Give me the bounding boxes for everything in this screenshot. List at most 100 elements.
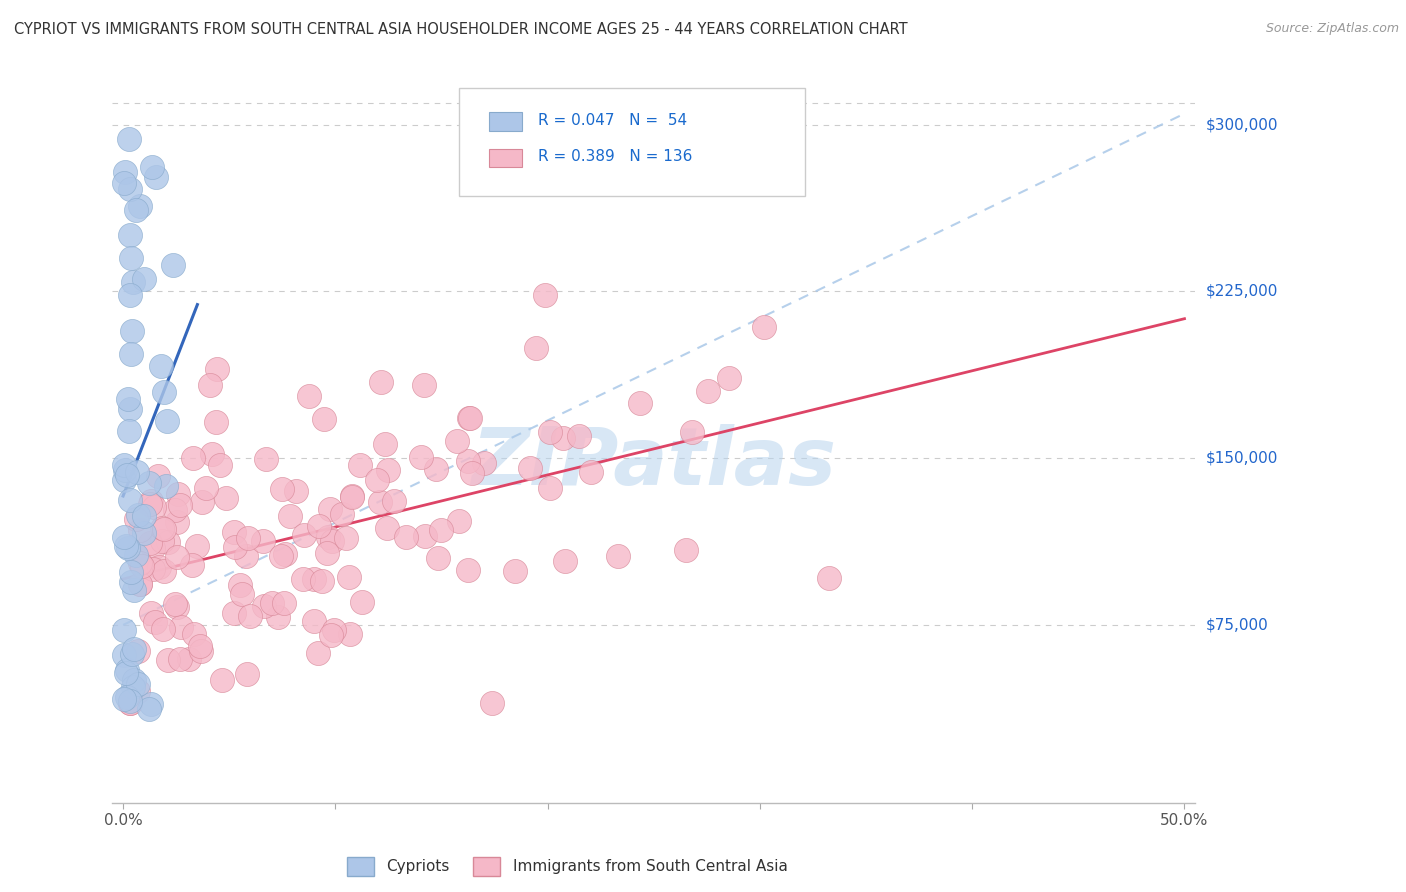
Point (461, 467, 484, 481)
Point (538, 425, 561, 439)
Point (267, 610, 290, 624)
Point (200, 378, 222, 392)
Point (122, 673, 145, 688)
Point (208, 458, 231, 472)
Point (141, 607, 163, 621)
Point (395, 530, 418, 544)
Point (270, 549, 292, 563)
Point (308, 519, 330, 533)
Point (139, 697, 162, 711)
Point (581, 465, 603, 479)
Point (339, 627, 361, 641)
Point (118, 182, 141, 196)
Point (153, 565, 176, 579)
Point (143, 500, 166, 515)
Point (374, 437, 396, 451)
Point (239, 608, 262, 623)
Point (180, 558, 202, 572)
Point (472, 456, 495, 470)
Point (112, 176, 135, 190)
Point (124, 641, 146, 656)
Point (141, 493, 163, 508)
Point (568, 428, 591, 442)
Text: CYPRIOT VS IMMIGRANTS FROM SOUTH CENTRAL ASIA HOUSEHOLDER INCOME AGES 25 - 44 YE: CYPRIOT VS IMMIGRANTS FROM SOUTH CENTRAL… (14, 22, 908, 37)
Point (207, 361, 229, 376)
Point (120, 696, 142, 710)
Point (316, 546, 339, 560)
Point (236, 667, 259, 681)
Point (131, 558, 153, 573)
Point (134, 508, 156, 523)
Point (607, 549, 630, 563)
Point (120, 251, 142, 265)
Point (129, 577, 152, 591)
Point (170, 620, 193, 634)
Point (375, 520, 398, 534)
Point (157, 535, 180, 549)
Point (551, 432, 574, 446)
Point (526, 342, 548, 356)
Point (153, 384, 176, 399)
Point (167, 487, 190, 501)
Point (425, 461, 447, 475)
Point (274, 547, 297, 561)
Point (426, 550, 449, 565)
Point (129, 556, 152, 570)
Text: ZIPatlas: ZIPatlas (471, 425, 837, 502)
Point (411, 450, 433, 464)
Point (152, 623, 174, 637)
Point (215, 491, 238, 505)
Point (534, 288, 557, 302)
Point (458, 411, 481, 425)
Point (229, 577, 252, 591)
Point (628, 396, 651, 410)
Text: $225,000: $225,000 (1206, 284, 1278, 299)
Point (718, 371, 741, 385)
Point (127, 465, 149, 479)
Point (129, 199, 152, 213)
Point (138, 702, 160, 716)
Point (117, 690, 139, 704)
Point (114, 463, 136, 477)
Point (118, 401, 141, 416)
Point (224, 540, 246, 554)
Point (166, 515, 188, 529)
Point (155, 478, 177, 492)
Point (114, 539, 136, 553)
Point (457, 454, 479, 468)
Point (142, 562, 165, 576)
Point (145, 170, 167, 185)
Point (284, 484, 307, 499)
Point (307, 646, 329, 660)
Point (292, 572, 315, 586)
Point (115, 467, 138, 482)
Point (412, 378, 434, 392)
Point (112, 692, 135, 706)
Point (316, 530, 339, 544)
Point (120, 574, 142, 589)
Point (118, 424, 141, 438)
Point (311, 574, 333, 588)
Point (122, 275, 145, 289)
Point (181, 450, 204, 465)
Point (278, 508, 301, 523)
Point (148, 560, 170, 574)
Point (156, 653, 179, 667)
Point (323, 623, 346, 637)
Point (681, 425, 703, 439)
Point (319, 627, 342, 641)
Point (377, 463, 399, 477)
Point (252, 534, 274, 549)
Point (166, 600, 188, 615)
Point (235, 549, 257, 563)
Point (169, 651, 191, 665)
Point (253, 599, 276, 613)
Point (134, 525, 156, 540)
Point (697, 384, 720, 398)
Point (128, 523, 150, 537)
Point (818, 571, 841, 585)
Point (186, 539, 208, 553)
Point (503, 564, 526, 578)
Point (120, 696, 142, 710)
Text: $75,000: $75,000 (1206, 617, 1270, 632)
